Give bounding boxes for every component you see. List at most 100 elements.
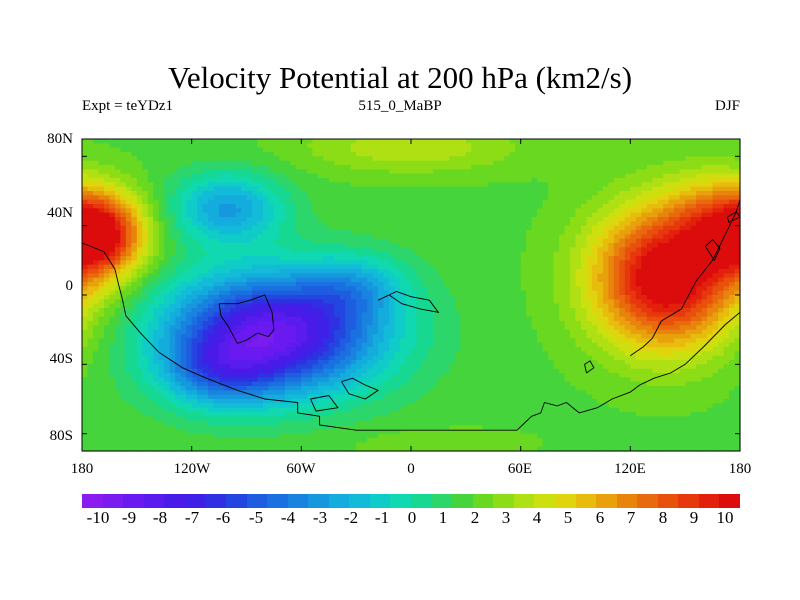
field-cell — [213, 208, 220, 214]
field-cell — [279, 169, 286, 175]
field-cell — [202, 303, 209, 309]
field-cell — [443, 238, 450, 244]
field-cell — [235, 152, 242, 157]
field-cell — [295, 295, 302, 300]
field-cell — [361, 234, 368, 240]
field-cell — [246, 204, 253, 209]
field-cell — [460, 225, 467, 231]
field-cell — [257, 234, 264, 240]
field-cell — [175, 412, 182, 417]
field-cell — [175, 156, 182, 162]
field-cell — [262, 412, 270, 417]
field-cell — [400, 438, 407, 443]
field-cell — [394, 438, 401, 443]
field-cell — [290, 152, 297, 157]
field-cell — [345, 238, 352, 244]
field-cell — [241, 360, 248, 365]
field-cell — [158, 221, 165, 227]
field-cell — [164, 433, 171, 439]
field-cell — [427, 277, 434, 283]
field-cell — [378, 386, 385, 391]
field-cell — [120, 438, 127, 443]
field-cell — [142, 377, 149, 383]
field-cell — [400, 381, 407, 387]
field-cell — [416, 425, 423, 430]
field-cell — [306, 256, 313, 261]
field-cell — [109, 390, 116, 396]
field-cell — [416, 321, 423, 326]
field-cell — [312, 321, 319, 326]
field-cell — [136, 251, 143, 257]
field-cell — [279, 386, 286, 391]
field-cell — [147, 282, 154, 287]
field-cell — [416, 156, 423, 162]
field-cell — [383, 329, 390, 335]
field-cell — [153, 191, 160, 196]
field-cell — [103, 169, 111, 175]
field-cell — [306, 308, 313, 313]
field-cell — [136, 247, 143, 253]
field-cell — [460, 217, 467, 222]
field-cell — [131, 355, 138, 361]
field-cell — [257, 260, 264, 266]
field-cell — [405, 399, 412, 404]
field-cell — [175, 238, 182, 244]
field-cell — [284, 247, 291, 253]
field-cell — [180, 212, 187, 218]
field-cell — [92, 147, 100, 153]
field-cell — [438, 303, 445, 309]
field-cell — [98, 286, 105, 292]
field-cell — [169, 351, 176, 357]
field-cell — [125, 446, 132, 452]
field-cell — [257, 325, 264, 331]
field-cell — [202, 225, 209, 231]
field-cell — [136, 173, 143, 179]
field-cell — [175, 212, 182, 218]
field-cell — [339, 256, 346, 261]
field-cell — [219, 247, 226, 253]
field-cell — [120, 416, 127, 422]
field-cell — [230, 420, 237, 426]
field-cell — [251, 290, 259, 296]
field-cell — [153, 204, 160, 209]
field-cell — [356, 416, 363, 422]
field-cell — [180, 169, 187, 175]
field-cell — [158, 403, 165, 409]
field-cell — [235, 178, 242, 183]
field-cell — [421, 225, 429, 231]
field-cell — [197, 308, 204, 313]
field-cell — [372, 147, 379, 153]
field-cell — [125, 321, 132, 326]
field-cell — [306, 173, 313, 179]
field-cell — [361, 143, 368, 149]
field-cell — [120, 178, 127, 183]
field-cell — [268, 234, 275, 240]
field-cell — [273, 139, 280, 144]
field-cell — [120, 247, 127, 253]
field-cell — [290, 407, 297, 413]
field-cell — [301, 225, 308, 231]
field-cell — [98, 204, 105, 209]
field-cell — [136, 152, 143, 157]
field-cell — [295, 299, 302, 305]
field-cell — [367, 139, 374, 144]
field-cell — [273, 381, 280, 387]
field-cell — [427, 390, 434, 396]
field-cell — [306, 160, 313, 166]
field-cell — [235, 407, 242, 413]
field-cell — [213, 386, 220, 391]
field-cell — [147, 264, 154, 270]
field-cell — [262, 286, 270, 292]
field-cell — [416, 342, 423, 348]
field-cell — [109, 277, 116, 283]
field-cell — [427, 147, 434, 153]
field-cell — [361, 217, 368, 222]
field-cell — [317, 373, 324, 378]
field-cell — [350, 351, 357, 357]
field-cell — [175, 303, 182, 309]
field-cell — [224, 152, 231, 157]
field-cell — [175, 277, 182, 283]
field-cell — [378, 243, 385, 248]
field-cell — [416, 360, 423, 365]
field-cell — [284, 321, 291, 326]
